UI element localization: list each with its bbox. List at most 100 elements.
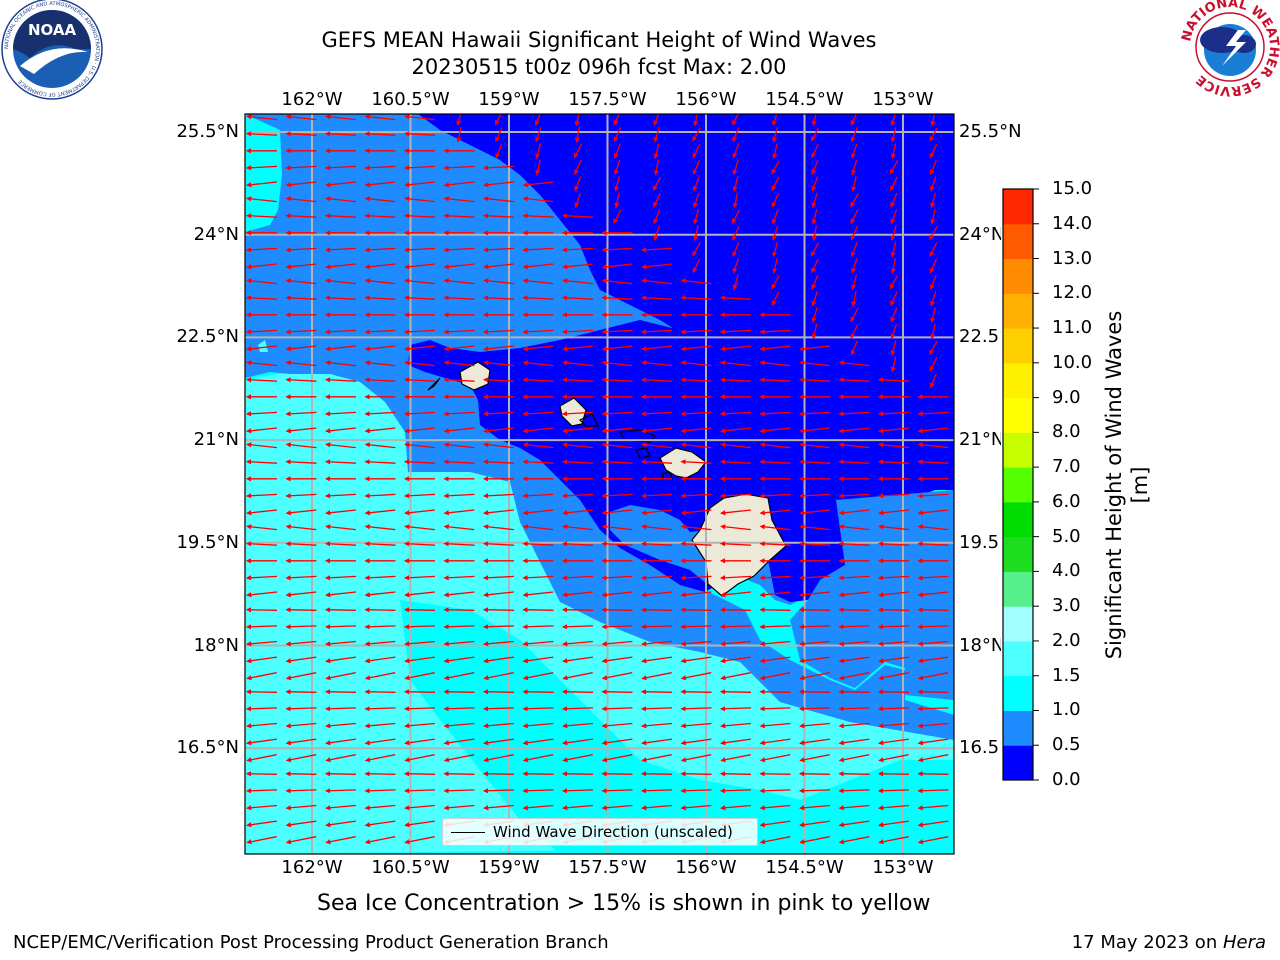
wave-arrow: [522, 788, 554, 794]
wave-arrow: [443, 804, 475, 811]
wave-arrow: [732, 225, 740, 241]
wave-arrow: [364, 114, 396, 121]
wave-arrow: [798, 689, 831, 695]
lat-label-left: 18°N: [193, 634, 239, 656]
wave-arrow: [285, 295, 317, 301]
wave-arrow: [285, 196, 317, 203]
wave-arrow: [443, 624, 475, 630]
wave-arrow: [732, 241, 740, 258]
wave-arrow: [890, 176, 898, 192]
wave-arrow: [929, 274, 937, 290]
wave-arrow: [285, 459, 317, 465]
colorbar-tick-label: 2.0: [1052, 629, 1081, 651]
wave-arrow: [324, 411, 357, 417]
lat-label-left: 25.5°N: [176, 121, 239, 142]
wave-arrow: [917, 754, 949, 763]
wave-arrow: [443, 575, 475, 581]
wave-arrow: [929, 242, 938, 257]
wave-arrow: [561, 493, 594, 499]
lon-label-top: 154.5°W: [765, 89, 844, 110]
wave-arrow: [719, 493, 752, 499]
wave-arrow: [601, 672, 633, 681]
wave-arrow: [929, 225, 938, 241]
wave-arrow: [850, 307, 859, 323]
wave-arrow: [799, 442, 830, 449]
wave-arrow: [404, 820, 435, 828]
wave-arrow: [562, 804, 593, 811]
wave-arrow: [759, 820, 791, 828]
wave-arrow: [640, 575, 673, 581]
wave-arrow: [693, 225, 699, 242]
wave-arrow: [641, 804, 672, 811]
wave-arrow: [325, 263, 356, 270]
wave-arrow: [720, 442, 751, 449]
island-lanai: [635, 447, 651, 459]
wave-arrow: [641, 442, 672, 449]
colorbar-frame: [1002, 188, 1034, 781]
wave-arrow: [403, 771, 436, 777]
wave-arrow: [772, 143, 778, 160]
island-oahu-shoal: [578, 413, 599, 427]
wave-arrow: [324, 131, 357, 137]
colorbar-segment: [1003, 467, 1033, 503]
wave-arrow: [246, 360, 277, 367]
wave-arrow: [614, 159, 621, 176]
wave-arrow: [285, 591, 317, 598]
wave-arrow: [325, 672, 356, 681]
wave-arrow: [482, 165, 515, 171]
wave-arrow: [771, 160, 780, 175]
wave-arrow: [443, 377, 475, 383]
wave-arrow: [759, 689, 791, 695]
wave-arrow: [601, 427, 633, 434]
colorbar-tick-label: 10.0: [1052, 351, 1093, 373]
wave-arrow: [285, 114, 317, 121]
wave-arrow: [285, 804, 317, 811]
wave-arrow: [838, 541, 870, 547]
lon-label-bottom: 160.5°W: [371, 857, 450, 878]
wave-arrow: [325, 836, 356, 845]
wave-arrow: [759, 377, 791, 383]
wave-arrow: [613, 209, 622, 224]
wave-arrow: [641, 360, 672, 367]
wave-arrow: [929, 176, 937, 192]
wave-arrow: [771, 209, 779, 225]
graticule: [245, 114, 954, 854]
wave-arrow: [285, 411, 317, 417]
wave-arrow: [364, 624, 396, 630]
wave-arrow: [403, 624, 436, 630]
wave-arrow: [285, 820, 317, 828]
wave-arrow: [404, 427, 435, 434]
wave-arrow: [482, 329, 515, 335]
wave-arrow: [877, 411, 910, 417]
wave-arrow: [680, 295, 712, 301]
wave-arrow: [483, 672, 514, 681]
wave-arrow: [890, 209, 898, 225]
wave-arrow: [285, 181, 317, 188]
wave-arrow: [522, 509, 554, 516]
wave-arrow: [720, 656, 751, 664]
wave-arrow: [482, 689, 515, 695]
wave-arrow: [482, 213, 515, 219]
wave-arrow: [692, 242, 701, 257]
lon-label-top: 156°W: [675, 89, 737, 110]
wave-arrow: [759, 509, 791, 516]
colorbar-tick-label: 0.5: [1052, 734, 1081, 756]
wave-arrow: [917, 493, 949, 499]
wave-arrow: [720, 738, 751, 746]
wave-arrow: [890, 127, 897, 143]
wave-arrow: [404, 836, 435, 845]
wave-arrow: [364, 459, 396, 465]
wave-arrow: [890, 143, 897, 160]
wave-arrow: [759, 442, 791, 449]
wave-arrow: [930, 208, 936, 225]
map-area: [245, 114, 954, 854]
wave-arrow: [680, 345, 712, 352]
wave-arrow: [811, 274, 819, 290]
wave-arrow: [246, 591, 277, 598]
wave-arrow: [522, 493, 554, 499]
wave-arrow: [285, 131, 317, 137]
wave-arrow: [759, 754, 791, 763]
wave-arrow: [562, 591, 593, 598]
wave-arrow: [364, 788, 396, 794]
wave-arrow: [601, 295, 633, 301]
